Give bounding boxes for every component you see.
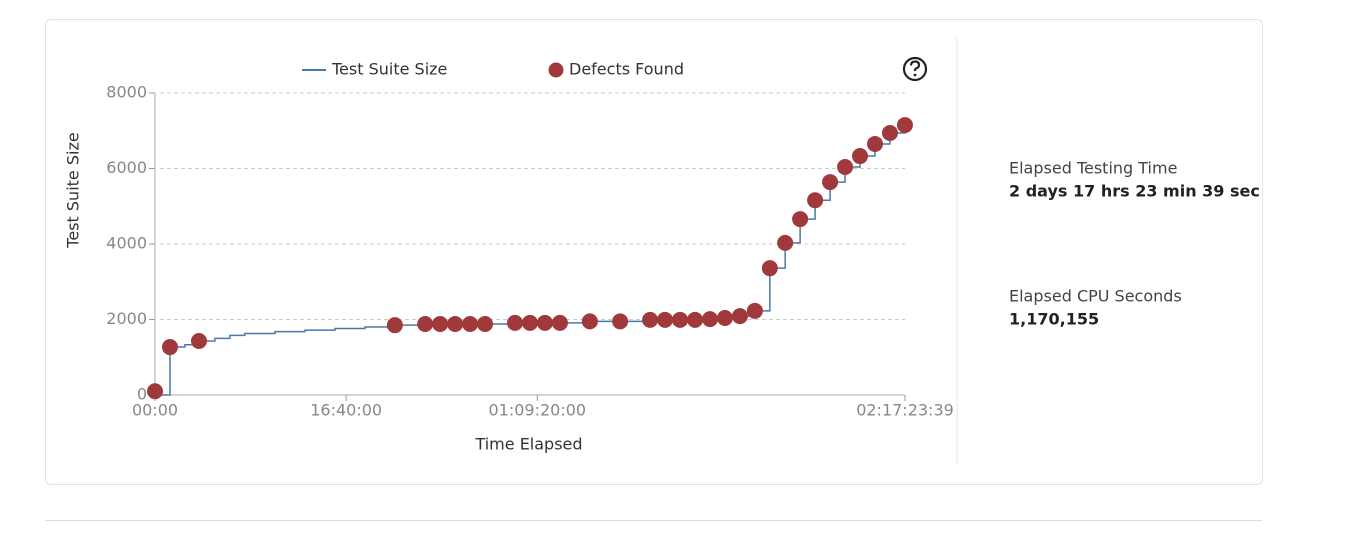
stat-value: 2 days 17 hrs 23 min 39 sec (1009, 182, 1260, 201)
defect-point (777, 234, 794, 251)
legend-swatch (548, 62, 564, 78)
defect-point (447, 316, 464, 333)
defect-point (716, 309, 733, 326)
defect-point (551, 314, 568, 331)
defect-point (896, 117, 913, 134)
stat-label: Elapsed Testing Time (1009, 159, 1177, 178)
y-tick-label: 4000 (106, 234, 147, 253)
stat-label: Elapsed CPU Seconds (1009, 287, 1182, 306)
y-axis-title: Test Suite Size (64, 132, 83, 248)
defect-point (807, 192, 824, 209)
x-tick-label: 01:09:20:00 (488, 401, 586, 420)
defect-point (536, 314, 553, 331)
defect-point (837, 158, 854, 175)
defect-point (581, 313, 598, 330)
help-circle[interactable] (902, 56, 928, 82)
defect-point (701, 311, 718, 328)
defect-point (612, 313, 629, 330)
defect-point (761, 260, 778, 277)
defect-point (190, 333, 207, 350)
defect-point (386, 317, 403, 334)
defect-point (822, 174, 839, 191)
defect-point (161, 339, 178, 356)
defect-point (147, 383, 163, 400)
legend-label: Test Suite Size (331, 60, 447, 79)
defect-point (746, 302, 763, 319)
x-tick-label: 00:00 (132, 401, 178, 420)
defect-point (686, 311, 703, 328)
defect-point (852, 148, 869, 165)
defect-point (731, 308, 748, 325)
y-tick-label: 0 (137, 385, 147, 404)
help-icon[interactable] (902, 56, 928, 82)
defect-point (521, 314, 538, 331)
defect-point (417, 316, 434, 333)
defect-point (506, 314, 523, 331)
help-glyph (909, 60, 921, 72)
x-tick-label: 16:40:00 (310, 401, 382, 420)
stat-value: 1,170,155 (1009, 310, 1099, 329)
defect-point (477, 316, 494, 333)
legend-label: Defects Found (569, 60, 684, 79)
defect-point (657, 311, 674, 328)
defect-point (462, 316, 479, 333)
defect-point (432, 316, 449, 333)
defect-point (792, 211, 809, 228)
y-tick-label: 2000 (106, 309, 147, 328)
card (45, 19, 1263, 485)
x-axis-title: Time Elapsed (474, 435, 582, 454)
help-dot (913, 73, 917, 77)
defect-point (642, 311, 659, 328)
defect-point (672, 311, 689, 328)
step-line (155, 125, 906, 396)
defect-point (866, 135, 883, 152)
y-tick-label: 8000 (106, 83, 147, 102)
x-tick-label: 02:17:23:39 (856, 401, 954, 420)
defect-point (881, 125, 898, 142)
y-tick-label: 6000 (106, 158, 147, 177)
